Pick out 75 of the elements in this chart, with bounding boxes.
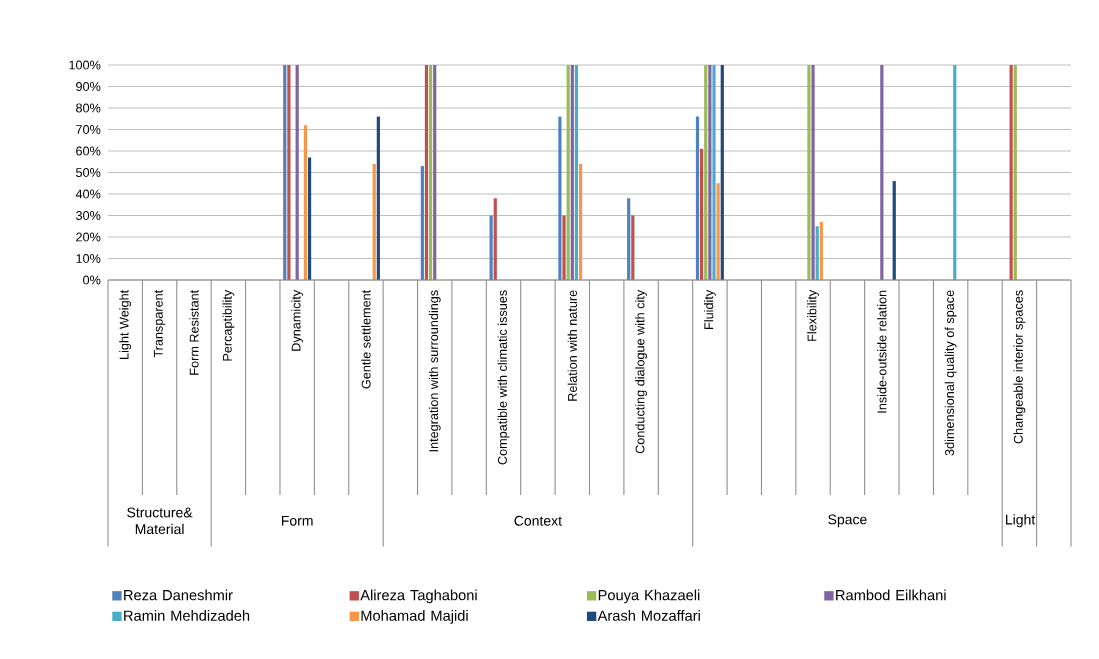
bar <box>283 64 287 280</box>
y-tick-label: 80% <box>76 103 101 113</box>
bar <box>720 64 724 280</box>
legend-label: Arash Mozaffari <box>597 610 700 621</box>
legend-label: Reza Daneshmir <box>124 589 233 601</box>
bar <box>307 157 312 280</box>
text: Form <box>281 515 313 526</box>
legend-label: Ramin Mehdizadeh <box>124 610 250 621</box>
bar <box>433 64 437 280</box>
text: Light <box>1006 514 1036 528</box>
legend-label: Alireza Taghaboni <box>360 589 477 604</box>
bar <box>562 215 566 280</box>
bar <box>303 125 308 280</box>
bar <box>1009 64 1013 280</box>
bar <box>493 198 497 280</box>
bar <box>376 116 380 280</box>
bar <box>489 215 493 280</box>
x-tick-label: Relation with nature <box>567 290 577 401</box>
x-tick-label: Percaptibility <box>222 289 235 361</box>
bar <box>578 163 583 280</box>
bar <box>287 64 291 280</box>
bar <box>372 163 376 280</box>
x-tick-label: Fluidity <box>703 289 716 329</box>
bar <box>819 221 823 280</box>
bar <box>429 64 433 280</box>
y-tick-label: 100% <box>69 60 101 70</box>
x-tick-label: Conducting dialogue with city <box>635 289 647 454</box>
bar <box>700 148 704 280</box>
y-tick-label: 60% <box>76 146 101 156</box>
bar <box>424 64 429 280</box>
bar <box>811 64 815 280</box>
x-tick-label: 3dimensional quality of space <box>944 290 957 456</box>
x-tick-label: Light Weight <box>119 289 132 359</box>
text: Structure& Material <box>127 507 193 535</box>
bar <box>420 166 424 280</box>
y-tick-label: 90% <box>76 82 101 91</box>
y-tick-label: 20% <box>76 232 101 242</box>
bar <box>953 64 957 280</box>
bar <box>880 64 884 280</box>
x-tick-label: Flexibility <box>807 289 819 341</box>
bar <box>695 116 700 280</box>
bar <box>704 64 708 280</box>
legend-label: Mohamad Majidi <box>361 610 468 624</box>
bar <box>295 64 299 280</box>
y-tick-label: 50% <box>76 168 101 177</box>
bar <box>570 64 574 280</box>
y-tick-label: 10% <box>76 254 101 263</box>
bar <box>566 64 570 280</box>
bar <box>574 64 579 280</box>
x-tick-label: Integration with surroundings <box>428 290 441 452</box>
x-tick-label: Gentle settlement <box>361 289 371 389</box>
bar <box>807 64 811 280</box>
legend-label: Pouya Khazaeli <box>598 589 700 604</box>
y-tick-label: 0% <box>83 275 101 285</box>
bar <box>712 64 716 280</box>
y-tick-label: 40% <box>75 189 101 199</box>
bar <box>892 181 896 280</box>
bar <box>815 226 819 280</box>
x-tick-label: Dynamicity <box>291 289 304 351</box>
bar <box>558 116 562 280</box>
x-tick-label: Compatible with climatic issues <box>497 290 510 465</box>
y-tick-label: 30% <box>75 211 101 220</box>
x-tick-label: Inside-outside relation <box>877 290 887 413</box>
y-tick-label: 70% <box>76 125 101 134</box>
legend-label: Rambod Eilkhani <box>836 589 946 601</box>
bar <box>716 183 720 280</box>
text: Context <box>514 515 562 526</box>
x-tick-label: Form Resistant <box>189 289 199 375</box>
x-tick-label: Changeable interior spaces <box>1013 290 1026 444</box>
bar <box>1013 64 1017 280</box>
bar <box>627 198 631 280</box>
bar <box>708 64 712 280</box>
x-tick-label: Transparent <box>153 289 166 358</box>
bar <box>631 215 635 280</box>
text: Space <box>828 514 867 528</box>
